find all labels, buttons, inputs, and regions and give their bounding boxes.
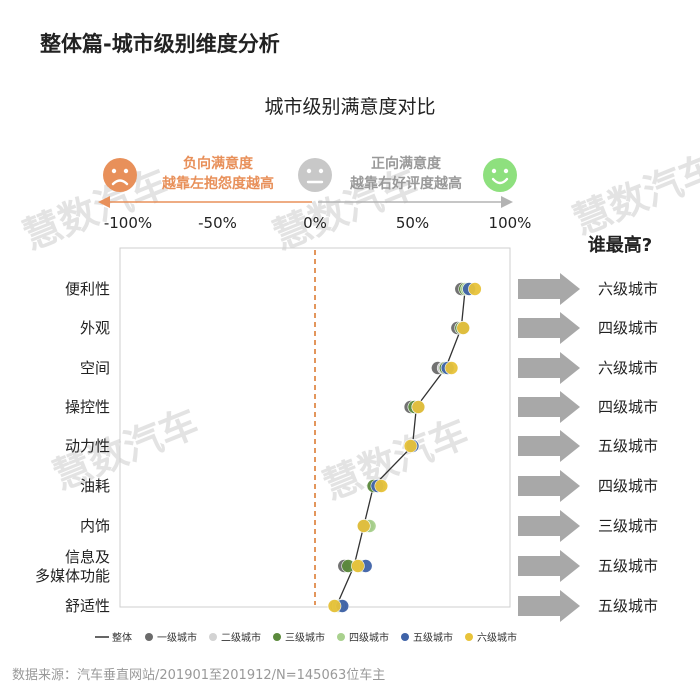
who-highest-title: 谁最高? — [588, 234, 652, 256]
neutral-face-icon-eye — [318, 168, 324, 174]
highest-city-label: 四级城市 — [598, 319, 658, 337]
point-6-city — [468, 282, 482, 296]
highest-city-label: 四级城市 — [598, 477, 658, 495]
highest-arrow — [518, 510, 580, 542]
sad-face-icon-mouth — [111, 179, 129, 186]
positive-arrow-head — [501, 196, 513, 208]
positive-label-line2: 越靠右好评度越高 — [349, 175, 462, 192]
x-tick-label: 50% — [396, 214, 429, 232]
legend-marker-dot — [209, 633, 217, 641]
category-label-line: 信息及 — [65, 548, 110, 566]
category-label: 内饰 — [80, 517, 110, 535]
category-label: 动力性 — [65, 437, 110, 455]
highest-arrow — [518, 430, 580, 462]
legend-label: 五级城市 — [413, 631, 453, 644]
neutral-face-icon-disc — [298, 158, 332, 192]
watermark-text: 慧数汽车 — [17, 161, 174, 259]
legend-label: 一级城市 — [157, 631, 197, 644]
negative-label-line2: 越靠左抱怨度越高 — [161, 175, 274, 192]
highest-city-label: 五级城市 — [598, 557, 658, 575]
happy-face-icon-disc — [483, 158, 517, 192]
highest-arrow — [518, 550, 580, 582]
data-source-footer: 数据来源：汽车垂直网站/201901至201912/N=145063位车主 — [12, 668, 386, 683]
legend-label: 四级城市 — [349, 631, 389, 644]
highest-city-label: 六级城市 — [598, 359, 658, 377]
sad-face-icon-eye — [111, 168, 117, 174]
happy-face-icon-mouth — [491, 177, 509, 185]
point-6-city — [444, 361, 459, 375]
positive-label-line1: 正向满意度 — [371, 155, 442, 172]
legend-label: 二级城市 — [221, 631, 261, 644]
point-6-city — [456, 321, 471, 335]
point-6-city — [327, 599, 342, 613]
watermark-text: 慧数汽车 — [567, 146, 700, 244]
legend-label: 三级城市 — [285, 631, 325, 644]
legend-marker-dot — [401, 633, 409, 641]
highest-arrow — [518, 273, 580, 305]
x-tick-label: 100% — [489, 214, 532, 232]
highest-arrow — [518, 391, 580, 423]
legend-marker-dot — [465, 633, 473, 641]
point-6-city — [351, 559, 365, 573]
sad-face-icon-eye — [123, 168, 129, 174]
legend-label: 整体 — [112, 631, 132, 644]
category-label: 操控性 — [65, 398, 110, 416]
highest-city-label: 六级城市 — [598, 280, 658, 298]
sad-face-icon-disc — [103, 158, 137, 192]
sad-face-icon — [103, 158, 137, 192]
happy-face-icon — [483, 158, 517, 192]
x-tick-label: -100% — [104, 214, 152, 232]
category-label: 舒适性 — [65, 597, 110, 615]
category-label: 空间 — [80, 359, 110, 377]
legend-label: 六级城市 — [477, 631, 517, 644]
point-6-city — [411, 400, 426, 414]
highest-arrow — [518, 352, 580, 384]
point-6-city — [403, 439, 418, 453]
highest-arrow — [518, 312, 580, 344]
category-label-line: 多媒体功能 — [35, 567, 110, 585]
highest-arrow — [518, 470, 580, 502]
point-6-city — [356, 519, 371, 533]
negative-label-line1: 负向满意度 — [183, 155, 254, 172]
plot-frame — [119, 247, 511, 608]
negative-arrow-head — [98, 196, 110, 208]
highest-city-label: 四级城市 — [598, 398, 658, 416]
category-label: 信息及多媒体功能 — [35, 548, 110, 585]
x-tick-label: -50% — [198, 214, 237, 232]
legend-marker-dot — [273, 633, 281, 641]
category-label: 便利性 — [65, 280, 110, 298]
page-title: 整体篇-城市级别维度分析 — [40, 32, 280, 56]
highest-city-label: 五级城市 — [598, 597, 658, 615]
highest-city-label: 五级城市 — [598, 437, 658, 455]
chart-title: 城市级别满意度对比 — [264, 96, 436, 118]
happy-face-icon-eye — [503, 168, 509, 174]
legend-marker-dot — [145, 633, 153, 641]
watermark-text: 慧数汽车 — [317, 411, 474, 509]
category-label: 外观 — [80, 319, 110, 337]
category-label: 油耗 — [80, 477, 110, 495]
legend-marker-dot — [337, 633, 345, 641]
highest-arrow — [518, 590, 580, 622]
x-tick-label: 0% — [303, 214, 327, 232]
point-6-city — [374, 479, 389, 493]
highest-city-label: 三级城市 — [598, 517, 658, 535]
happy-face-icon-eye — [491, 168, 497, 174]
neutral-face-icon-eye — [306, 168, 312, 174]
neutral-face-icon — [298, 158, 332, 192]
